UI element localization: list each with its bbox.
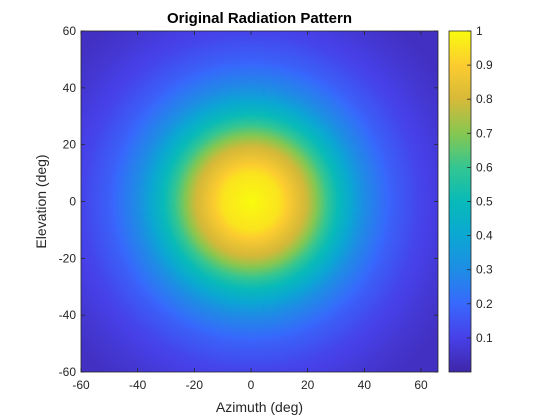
colorbar-tick-label: 1 [476,24,483,38]
x-tick-label: 20 [301,378,315,392]
colorbar: 0.1 0.2 0.3 0.4 0.5 0.6 0.7 0.8 0.9 1 [448,24,493,373]
colorbar-tick-label: 0.8 [476,92,493,106]
y-tick-label: -60 [59,365,77,379]
colorbar-tick-label: 0.4 [476,229,493,243]
colorbar-tick-label: 0.5 [476,195,493,209]
x-tick-label: -60 [72,378,90,392]
y-tick-label: -40 [59,308,77,322]
x-tick-label: 40 [358,378,372,392]
heatmap-image [81,31,438,372]
y-tick-label: 40 [63,81,77,95]
y-tick-label: -20 [59,251,77,265]
y-tick-label: 0 [69,195,76,209]
x-tick-label: 60 [414,378,428,392]
y-axis-label: Elevation (deg) [33,154,49,248]
colorbar-tick-label: 0.7 [476,126,493,140]
colorbar-tick-label: 0.1 [476,331,493,345]
heatmap-plot-area [81,31,438,372]
colorbar-tick-label: 0.9 [476,58,493,72]
x-tick-label: 0 [248,378,255,392]
colorbar-tick-label: 0.3 [476,263,493,277]
x-tick-label: -20 [186,378,204,392]
y-tick-label: 20 [63,138,77,152]
chart-title: Original Radiation Pattern [167,10,352,27]
x-tick-label: -40 [129,378,147,392]
y-tick-label: 60 [63,24,77,38]
colorbar-tick-label: 0.2 [476,297,493,311]
x-axis-label: Azimuth (deg) [216,399,303,415]
colorbar-tick-label: 0.6 [476,160,493,174]
axes: -60 -40 -20 0 20 40 60 -60 -40 -20 0 20 40 60 [59,24,439,392]
